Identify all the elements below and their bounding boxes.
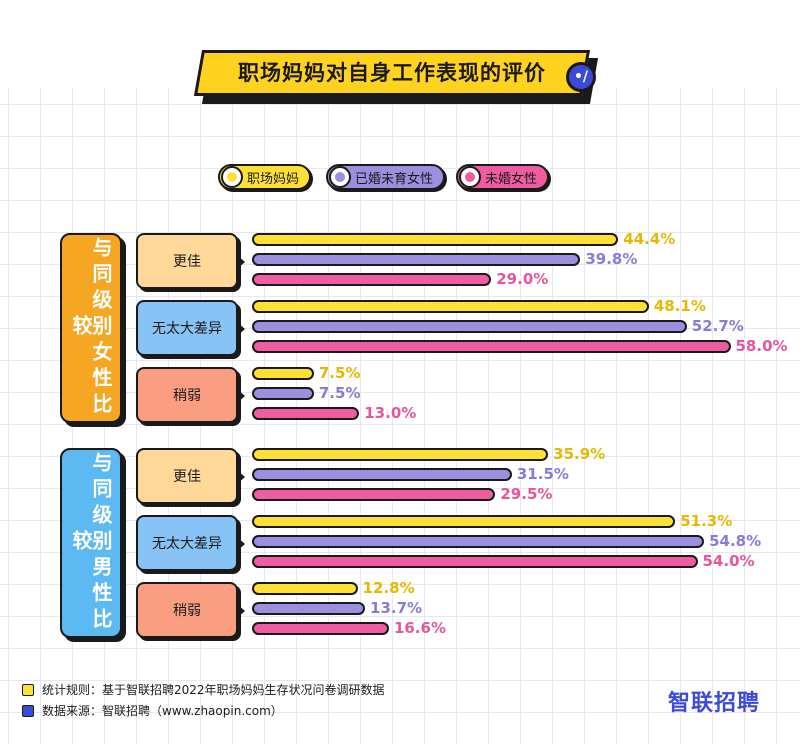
footnote: 数据来源：智联招聘（www.zhaopin.com） [22,702,283,719]
bar [252,233,619,246]
category-label: 无太大差异 [136,515,245,571]
data-label: 51.3% [680,512,733,530]
legend-item: 未婚女性 [456,164,550,190]
bar [252,340,731,353]
data-label: 29.0% [496,270,549,288]
data-label: 58.0% [735,337,788,355]
data-label: 52.7% [691,317,744,335]
footnote-marker-icon [22,704,34,717]
legend-label: 未婚女性 [485,171,538,187]
bar [252,535,705,548]
data-label: 54.0% [702,552,755,570]
legend-item: 已婚未育女性 [326,164,446,190]
footnote: 统计规则：基于智联招聘2022年职场妈妈生存状况问卷调研数据 [22,681,385,698]
bar [252,367,314,380]
footnote-marker-icon [22,683,34,696]
bar [252,555,698,568]
legend-label: 已婚未育女性 [355,171,434,187]
category-label: 更佳 [136,448,245,504]
data-label: 16.6% [393,619,446,637]
footnote-text: 统计规则：基于智联招聘2022年职场妈妈生存状况问卷调研数据 [42,683,385,697]
data-label: 44.4% [623,230,676,248]
bar [252,582,358,595]
avatar-icon [459,166,481,188]
bar [252,468,512,481]
bar [252,407,360,420]
brand-logo: 智联招聘 [668,691,761,716]
group-label: 与同级别女性比较 [60,233,122,423]
avatar-icon [329,166,351,188]
data-label: 31.5% [516,465,569,483]
data-label: 12.8% [362,579,415,597]
data-label: 35.9% [553,445,606,463]
bar [252,448,549,461]
bar [252,602,366,615]
bar [252,320,687,333]
category-label: 稍弱 [136,367,245,423]
bar [252,253,581,266]
bar [252,300,649,313]
footnote-text: 数据来源：智联招聘（www.zhaopin.com） [42,704,283,718]
data-label: 39.8% [585,250,638,268]
avatar-icon [221,166,243,188]
group-label: 与同级别男性比较 [60,448,122,638]
data-label: 13.0% [364,404,417,422]
data-label: 7.5% [318,364,361,382]
title-badge-icon: •/ [566,62,596,92]
data-label: 13.7% [370,599,423,617]
legend-label: 职场妈妈 [247,171,300,187]
category-label: 更佳 [136,233,245,289]
bar [252,273,492,286]
bar [252,622,389,635]
data-label: 54.8% [709,532,762,550]
data-label: 29.5% [500,485,553,503]
bar [252,488,496,501]
data-label: 48.1% [653,297,706,315]
bar [252,515,676,528]
legend-item: 职场妈妈 [218,164,312,190]
category-label: 稍弱 [136,582,245,638]
category-label: 无太大差异 [136,300,245,356]
bar [252,387,314,400]
chart-title: 职场妈妈对自身工作表现的评价 [238,61,546,85]
data-label: 7.5% [318,384,361,402]
